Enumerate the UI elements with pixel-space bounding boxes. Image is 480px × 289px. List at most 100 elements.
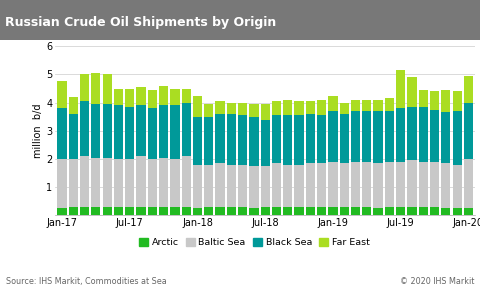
Bar bbox=[373, 111, 383, 163]
Bar bbox=[159, 86, 168, 105]
Bar bbox=[340, 114, 349, 163]
Bar bbox=[328, 207, 337, 215]
Bar bbox=[227, 103, 236, 114]
Bar bbox=[294, 115, 304, 164]
Bar bbox=[227, 114, 236, 164]
Bar bbox=[114, 159, 123, 207]
Bar bbox=[306, 207, 315, 215]
Bar bbox=[272, 163, 281, 207]
Bar bbox=[362, 207, 372, 215]
Bar bbox=[216, 101, 225, 114]
Bar bbox=[306, 101, 315, 114]
Bar bbox=[441, 163, 450, 208]
Bar bbox=[69, 114, 78, 159]
Bar bbox=[283, 100, 292, 115]
Bar bbox=[294, 101, 304, 115]
Bar bbox=[80, 207, 89, 215]
Bar bbox=[91, 73, 100, 104]
Bar bbox=[69, 159, 78, 207]
Bar bbox=[80, 156, 89, 207]
Bar bbox=[294, 207, 304, 215]
Bar bbox=[328, 111, 337, 162]
Bar bbox=[91, 104, 100, 158]
Bar bbox=[283, 207, 292, 215]
Y-axis label: million  b/d: million b/d bbox=[34, 103, 43, 158]
Bar bbox=[441, 90, 450, 112]
Text: Russian Crude Oil Shipments by Origin: Russian Crude Oil Shipments by Origin bbox=[5, 16, 276, 29]
Bar bbox=[441, 112, 450, 163]
Legend: Arctic, Baltic Sea, Black Sea, Far East: Arctic, Baltic Sea, Black Sea, Far East bbox=[135, 234, 373, 251]
Bar bbox=[57, 208, 67, 215]
Bar bbox=[57, 159, 67, 208]
Bar bbox=[114, 105, 123, 159]
Bar bbox=[464, 159, 473, 208]
Bar bbox=[170, 88, 180, 105]
Bar bbox=[272, 115, 281, 163]
Bar bbox=[170, 159, 180, 207]
Bar bbox=[249, 117, 259, 166]
Bar bbox=[419, 90, 428, 107]
Bar bbox=[216, 163, 225, 207]
Bar bbox=[464, 208, 473, 215]
Bar bbox=[340, 103, 349, 114]
Bar bbox=[272, 207, 281, 215]
Bar bbox=[385, 162, 394, 207]
Bar bbox=[69, 97, 78, 114]
Bar bbox=[204, 117, 214, 164]
Bar bbox=[453, 164, 462, 208]
Bar bbox=[430, 110, 439, 162]
Bar bbox=[227, 164, 236, 207]
Bar bbox=[385, 207, 394, 215]
Bar bbox=[351, 162, 360, 207]
Bar bbox=[408, 160, 417, 207]
Bar bbox=[385, 111, 394, 162]
Bar bbox=[283, 115, 292, 164]
Bar bbox=[362, 100, 372, 111]
Bar bbox=[238, 207, 247, 215]
Bar bbox=[441, 208, 450, 215]
Bar bbox=[159, 158, 168, 207]
Bar bbox=[114, 207, 123, 215]
Bar bbox=[204, 207, 214, 215]
Bar bbox=[362, 111, 372, 162]
Bar bbox=[136, 105, 145, 156]
Bar bbox=[193, 96, 202, 117]
Bar bbox=[261, 166, 270, 207]
Bar bbox=[453, 91, 462, 111]
Bar bbox=[249, 166, 259, 208]
Bar bbox=[69, 207, 78, 215]
Bar bbox=[159, 105, 168, 158]
Bar bbox=[57, 81, 67, 108]
Bar bbox=[373, 208, 383, 215]
Bar bbox=[204, 104, 214, 117]
Bar bbox=[351, 100, 360, 111]
Bar bbox=[453, 111, 462, 164]
Bar bbox=[170, 105, 180, 159]
Bar bbox=[373, 163, 383, 208]
Bar bbox=[125, 159, 134, 207]
Bar bbox=[272, 101, 281, 115]
Bar bbox=[57, 108, 67, 159]
Bar bbox=[91, 158, 100, 207]
Bar bbox=[227, 207, 236, 215]
Bar bbox=[103, 104, 112, 158]
Bar bbox=[464, 103, 473, 159]
Bar bbox=[261, 104, 270, 120]
Bar bbox=[453, 208, 462, 215]
Bar bbox=[261, 207, 270, 215]
Bar bbox=[80, 74, 89, 101]
Bar bbox=[125, 88, 134, 107]
Bar bbox=[351, 207, 360, 215]
Bar bbox=[408, 77, 417, 107]
Bar bbox=[328, 96, 337, 111]
Bar bbox=[181, 207, 191, 215]
Bar bbox=[181, 88, 191, 103]
Bar bbox=[430, 162, 439, 207]
Bar bbox=[340, 163, 349, 207]
Bar bbox=[419, 207, 428, 215]
Bar bbox=[103, 74, 112, 104]
Bar bbox=[306, 163, 315, 207]
Bar bbox=[125, 207, 134, 215]
Bar bbox=[170, 207, 180, 215]
Bar bbox=[181, 156, 191, 207]
